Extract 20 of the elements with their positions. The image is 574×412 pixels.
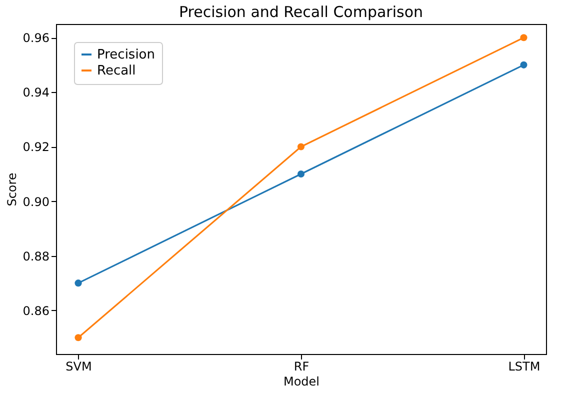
y-tick-label: 0.94 [22, 86, 50, 100]
point [297, 143, 305, 150]
point [74, 334, 82, 342]
y-axis-title: Score [4, 172, 19, 206]
point [74, 280, 82, 287]
point [520, 61, 528, 68]
chart-title: Precision and Recall Comparison [178, 3, 424, 21]
legend-label: Precision [97, 48, 156, 62]
y-tick-label: 0.90 [22, 194, 50, 209]
y-tick-label: 0.96 [22, 31, 50, 46]
x-axis-title: Model [283, 374, 320, 388]
x-tick-label: LSTM [508, 360, 540, 374]
y-tick-label: 0.92 [22, 140, 50, 154]
point [297, 170, 305, 178]
y-tick-label: 0.86 [22, 304, 50, 318]
y-tick-label: 0.88 [22, 249, 50, 264]
point [520, 34, 528, 42]
x-tick-label: RF [294, 360, 310, 374]
legend-label: Recall [97, 64, 136, 78]
x-tick-label: SVM [66, 360, 92, 374]
